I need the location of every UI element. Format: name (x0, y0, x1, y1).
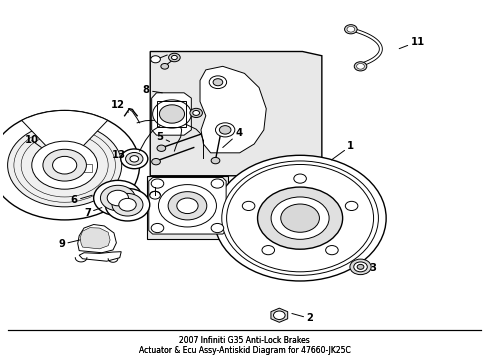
Circle shape (151, 179, 163, 188)
Circle shape (151, 158, 160, 165)
Polygon shape (148, 177, 225, 234)
Text: 13: 13 (112, 150, 131, 160)
Circle shape (209, 76, 226, 89)
Circle shape (130, 156, 138, 162)
Circle shape (168, 53, 180, 62)
Text: 4: 4 (223, 129, 242, 148)
Circle shape (112, 193, 142, 216)
Text: 7: 7 (84, 208, 102, 218)
Circle shape (32, 141, 97, 189)
Circle shape (121, 149, 147, 169)
Circle shape (157, 145, 165, 152)
Circle shape (161, 63, 168, 69)
Text: 10: 10 (25, 135, 41, 148)
Circle shape (273, 311, 285, 319)
Circle shape (100, 185, 135, 211)
Circle shape (293, 174, 306, 183)
Circle shape (353, 262, 366, 272)
Circle shape (150, 56, 160, 63)
Text: 3: 3 (357, 263, 375, 273)
Polygon shape (79, 252, 121, 261)
Text: 12: 12 (111, 100, 128, 112)
Circle shape (262, 246, 274, 255)
Circle shape (215, 123, 234, 137)
Text: 9: 9 (58, 239, 82, 249)
Circle shape (356, 63, 364, 69)
Polygon shape (78, 225, 116, 253)
Bar (81, 164, 92, 172)
Circle shape (211, 157, 220, 164)
Circle shape (242, 201, 254, 211)
Polygon shape (150, 51, 321, 176)
Circle shape (151, 224, 163, 233)
Circle shape (280, 204, 319, 232)
Circle shape (107, 190, 128, 206)
Circle shape (168, 192, 206, 220)
Circle shape (222, 161, 378, 275)
Circle shape (345, 201, 357, 211)
Circle shape (158, 185, 216, 227)
Bar (146, 176, 227, 239)
Text: 11: 11 (398, 37, 424, 49)
Circle shape (270, 197, 328, 239)
Circle shape (214, 155, 386, 281)
Circle shape (353, 62, 366, 71)
Circle shape (211, 179, 223, 188)
Circle shape (105, 189, 149, 221)
Wedge shape (21, 111, 107, 165)
Circle shape (325, 246, 338, 255)
Circle shape (0, 111, 139, 220)
Circle shape (213, 79, 223, 86)
Circle shape (152, 100, 191, 128)
Polygon shape (151, 93, 191, 135)
Circle shape (171, 55, 177, 60)
Text: 2: 2 (291, 314, 312, 323)
Circle shape (346, 26, 354, 32)
Circle shape (192, 111, 199, 116)
Circle shape (257, 187, 342, 249)
Text: 5: 5 (156, 132, 169, 142)
Circle shape (119, 198, 136, 211)
Circle shape (226, 165, 373, 272)
Circle shape (149, 191, 160, 199)
Bar (157, 100, 186, 127)
Circle shape (125, 153, 142, 165)
Circle shape (356, 264, 363, 269)
Circle shape (189, 108, 202, 117)
Text: 6: 6 (71, 195, 92, 206)
Circle shape (43, 149, 86, 181)
Text: 2007 Infiniti G35 Anti-Lock Brakes
Actuator & Ecu Assy-Antiskid Diagram for 4766: 2007 Infiniti G35 Anti-Lock Brakes Actua… (138, 336, 350, 355)
Circle shape (344, 25, 356, 34)
Circle shape (159, 105, 184, 123)
Polygon shape (200, 66, 265, 153)
Circle shape (177, 198, 198, 213)
Circle shape (94, 180, 142, 216)
Circle shape (219, 126, 230, 134)
Circle shape (8, 123, 122, 207)
Text: 2007 Infiniti G35 Anti-Lock Brakes
Actuator & Ecu Assy-Antiskid Diagram for 4766: 2007 Infiniti G35 Anti-Lock Brakes Actua… (138, 336, 350, 355)
Polygon shape (270, 308, 287, 322)
Circle shape (349, 259, 370, 275)
Polygon shape (80, 228, 110, 249)
Text: 8: 8 (142, 85, 162, 95)
Text: 1: 1 (331, 141, 354, 160)
Circle shape (53, 156, 77, 174)
Circle shape (211, 224, 223, 233)
